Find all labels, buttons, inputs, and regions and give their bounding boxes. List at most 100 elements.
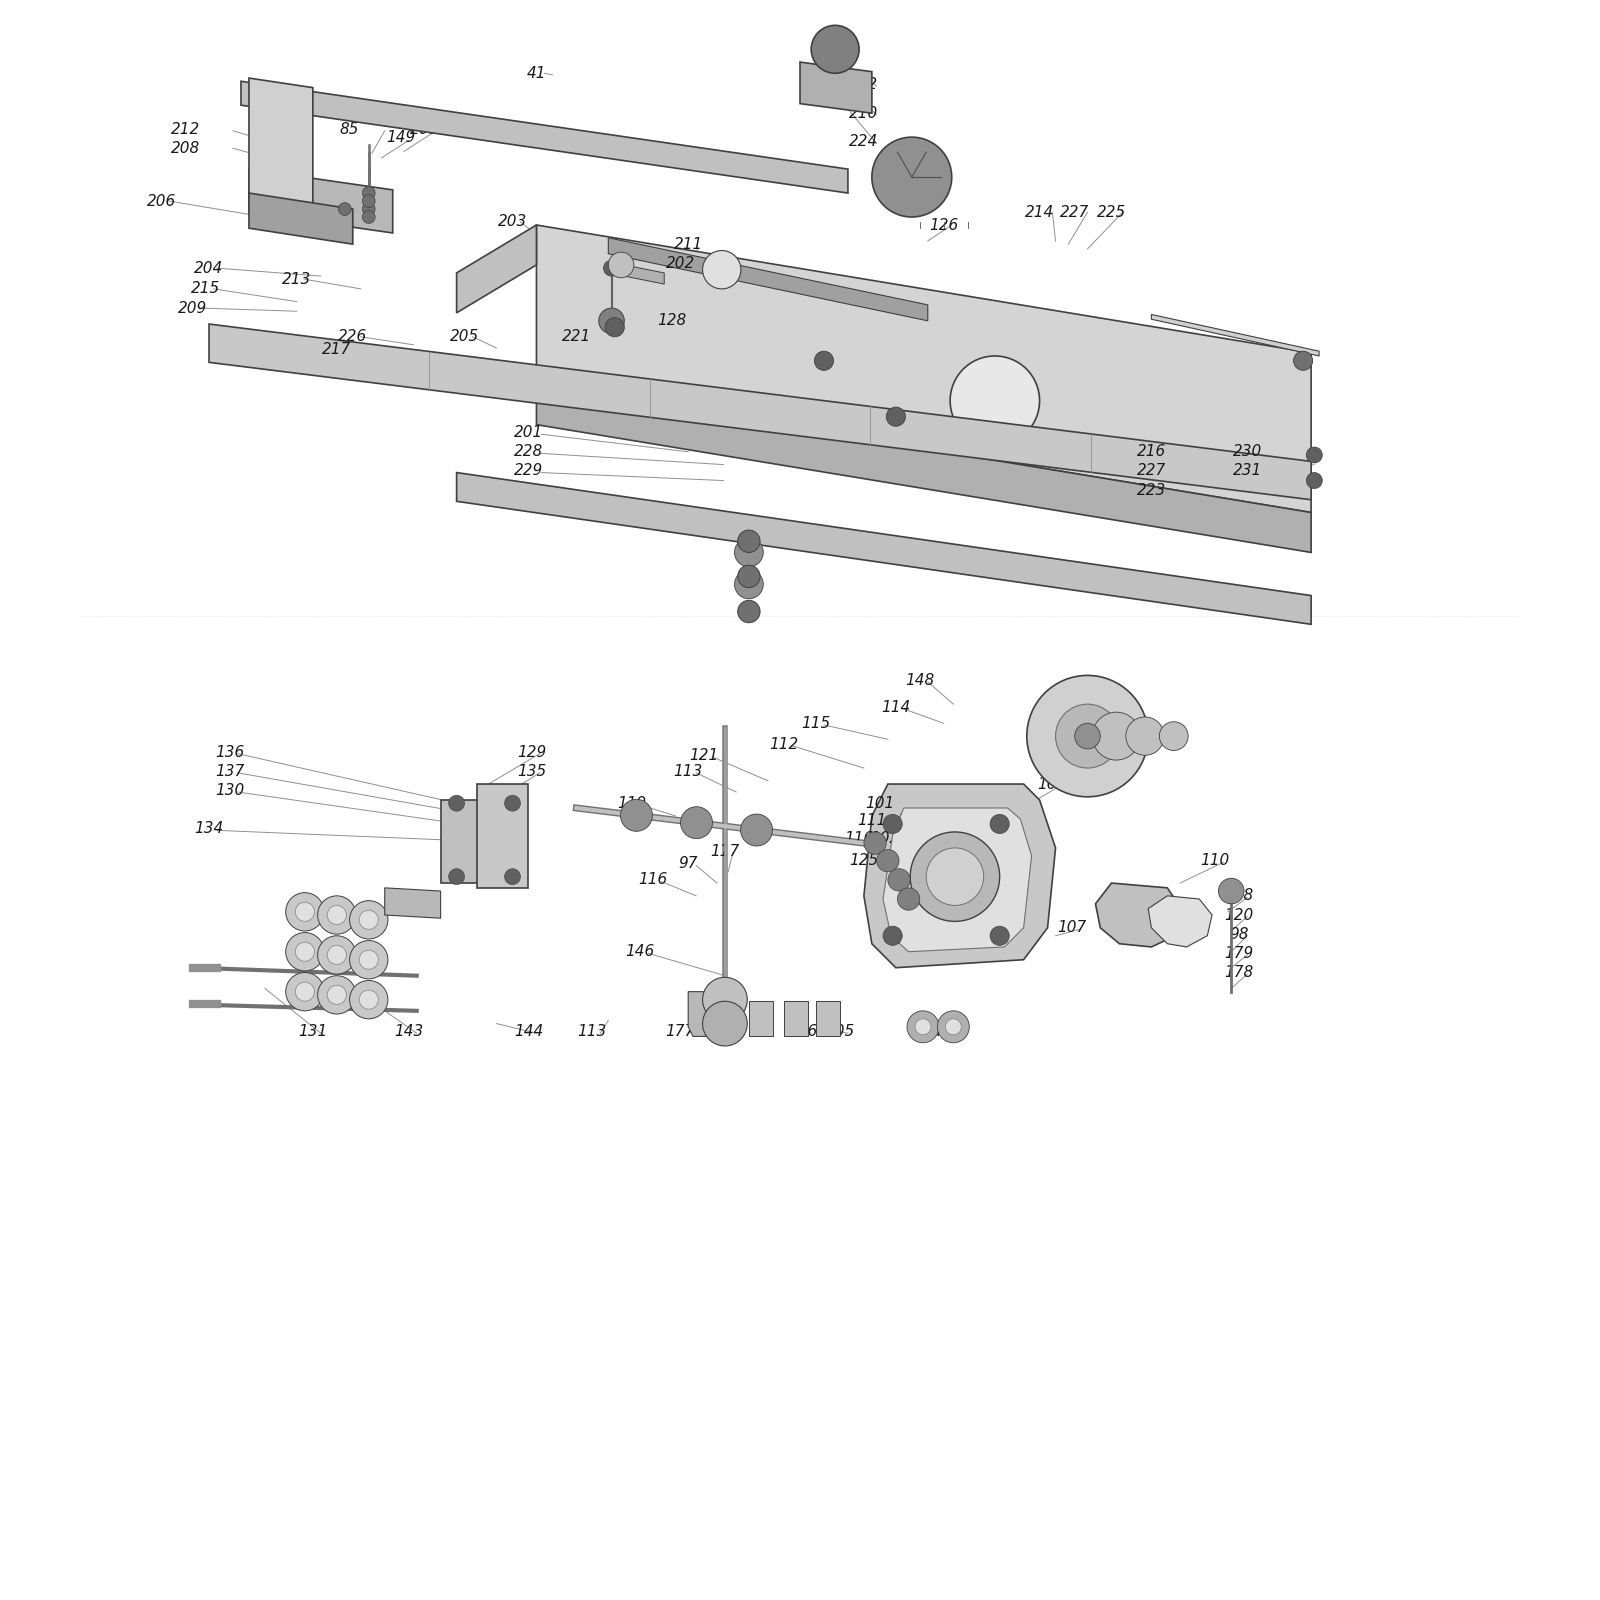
Text: 209: 209	[179, 301, 208, 315]
Circle shape	[883, 814, 902, 834]
Text: 216: 216	[1136, 445, 1166, 459]
Circle shape	[349, 981, 387, 1019]
Circle shape	[318, 936, 355, 974]
Text: 128: 128	[658, 314, 686, 328]
Circle shape	[504, 795, 520, 811]
Text: 102: 102	[870, 830, 899, 846]
Text: 116: 116	[845, 830, 874, 846]
Text: 203: 203	[498, 214, 526, 229]
Circle shape	[339, 203, 350, 216]
Text: 143: 143	[394, 1024, 424, 1038]
Polygon shape	[1152, 315, 1318, 355]
Text: 85: 85	[339, 122, 360, 136]
Text: 136: 136	[214, 744, 245, 760]
Circle shape	[872, 138, 952, 218]
Polygon shape	[456, 226, 536, 314]
Text: 126: 126	[930, 218, 958, 232]
Circle shape	[738, 565, 760, 587]
Text: 116: 116	[638, 872, 667, 888]
Circle shape	[877, 850, 899, 872]
Polygon shape	[536, 226, 1310, 512]
Text: 222: 222	[850, 77, 878, 91]
Text: 223: 223	[1136, 483, 1166, 498]
Text: 110: 110	[1200, 853, 1230, 869]
Text: 214: 214	[1026, 205, 1054, 219]
Circle shape	[318, 896, 355, 934]
Circle shape	[910, 832, 1000, 922]
Polygon shape	[688, 992, 712, 1037]
Circle shape	[286, 973, 325, 1011]
Text: 104: 104	[914, 1024, 942, 1038]
Circle shape	[950, 355, 1040, 445]
Text: 114: 114	[882, 699, 910, 715]
Circle shape	[358, 910, 378, 930]
Text: 227: 227	[1061, 205, 1090, 219]
Circle shape	[504, 869, 520, 885]
Polygon shape	[712, 992, 736, 1037]
Polygon shape	[864, 784, 1056, 968]
Text: 226: 226	[338, 330, 368, 344]
Text: 97: 97	[678, 856, 698, 872]
Text: 225: 225	[1098, 205, 1126, 219]
Bar	[784, 1002, 808, 1037]
Circle shape	[702, 251, 741, 290]
Circle shape	[811, 26, 859, 74]
Circle shape	[734, 570, 763, 598]
Circle shape	[738, 600, 760, 622]
Polygon shape	[440, 800, 504, 883]
Circle shape	[608, 253, 634, 278]
Text: 129: 129	[517, 744, 546, 760]
Text: 217: 217	[322, 342, 352, 357]
Text: 117: 117	[710, 843, 739, 859]
Circle shape	[990, 814, 1010, 834]
Text: 135: 135	[517, 763, 546, 779]
Text: 134: 134	[195, 821, 224, 837]
Circle shape	[1027, 675, 1149, 797]
Text: 228: 228	[514, 445, 542, 459]
Text: 151: 151	[1106, 920, 1134, 936]
Polygon shape	[800, 62, 872, 114]
Text: 103: 103	[1038, 776, 1067, 792]
Text: 125: 125	[850, 853, 878, 869]
Circle shape	[1093, 712, 1141, 760]
Polygon shape	[477, 784, 528, 888]
Text: 130: 130	[214, 782, 245, 798]
Text: 178: 178	[1224, 965, 1254, 979]
Text: 112: 112	[770, 736, 798, 752]
Circle shape	[1306, 446, 1322, 462]
Circle shape	[898, 888, 920, 910]
Bar	[816, 1002, 840, 1037]
Polygon shape	[536, 384, 1310, 552]
Polygon shape	[624, 266, 664, 285]
Polygon shape	[608, 238, 928, 322]
Circle shape	[814, 350, 834, 370]
Circle shape	[886, 406, 906, 426]
Text: 204: 204	[195, 261, 224, 275]
Text: 211: 211	[674, 237, 702, 251]
Text: 101: 101	[866, 795, 894, 811]
Polygon shape	[250, 78, 314, 213]
Text: 213: 213	[282, 272, 312, 286]
Circle shape	[883, 926, 902, 946]
Text: 106: 106	[789, 1024, 818, 1038]
Polygon shape	[384, 888, 440, 918]
Polygon shape	[456, 472, 1310, 624]
Circle shape	[621, 800, 653, 832]
Text: 231: 231	[1232, 464, 1262, 478]
Circle shape	[907, 1011, 939, 1043]
Circle shape	[296, 942, 315, 962]
Circle shape	[702, 1002, 747, 1046]
Text: 227: 227	[1136, 464, 1166, 478]
Text: 179: 179	[1224, 946, 1254, 962]
Circle shape	[286, 933, 325, 971]
Text: 121: 121	[690, 747, 718, 763]
Circle shape	[318, 976, 355, 1014]
Text: 113: 113	[674, 763, 702, 779]
Circle shape	[734, 538, 763, 566]
Polygon shape	[883, 808, 1032, 952]
Text: 207: 207	[410, 122, 440, 136]
Polygon shape	[1149, 896, 1213, 947]
Text: 229: 229	[514, 464, 542, 478]
Text: 202: 202	[666, 256, 694, 270]
Polygon shape	[250, 194, 352, 245]
